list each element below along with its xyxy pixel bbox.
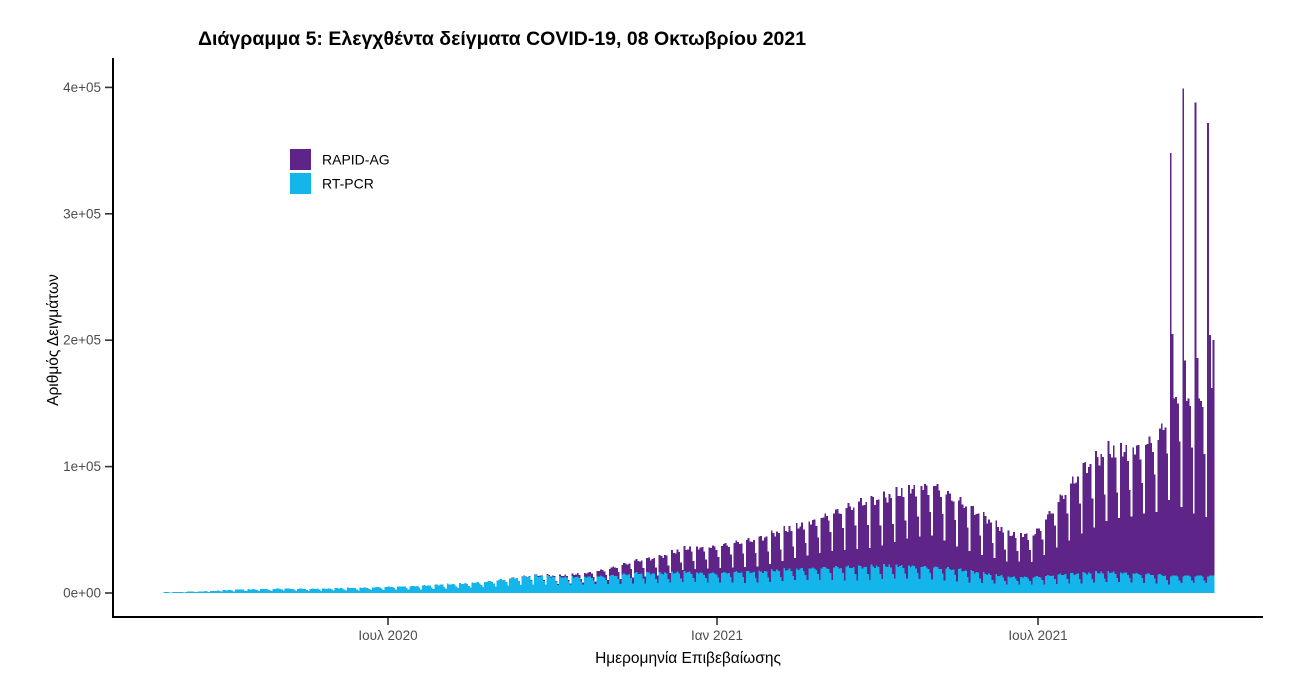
y-tick-label-2: 2e+05: [63, 333, 101, 348]
legend-label-rt-pcr: RT-PCR: [322, 176, 374, 192]
y-tick-label-4: 4e+05: [63, 80, 101, 95]
x-tick-label-2: Ιουλ 2021: [1008, 628, 1067, 643]
legend-swatch-rt-pcr: [290, 173, 311, 194]
legend-item-rapid-ag: RAPID-AG: [290, 149, 390, 170]
axes: [112, 58, 1263, 618]
x-axis-title: Ημερομηνία Επιβεβαίωσης: [595, 650, 781, 667]
chart-title: Διάγραμμα 5: Ελεγχθέντα δείγματα COVID-1…: [198, 28, 806, 50]
y-tick-marks: [105, 86, 112, 594]
x-tick-marks: [387, 618, 1039, 625]
bars-group: [163, 88, 1215, 593]
legend-swatch-rapid-ag: [290, 149, 311, 170]
legend-label-rapid-ag: RAPID-AG: [322, 152, 390, 168]
y-tick-label-0: 0e+00: [63, 586, 101, 601]
x-tick-label-0: Ιουλ 2020: [358, 628, 417, 643]
y-tick-label-3: 3e+05: [63, 206, 101, 221]
y-tick-label-1: 1e+05: [63, 459, 101, 474]
legend: RAPID-AG RT-PCR: [290, 149, 390, 194]
y-axis-title: Αριθμός Δειγμάτων: [45, 274, 62, 406]
legend-item-rt-pcr: RT-PCR: [290, 173, 374, 194]
x-tick-label-1: Ιαν 2021: [691, 628, 743, 643]
